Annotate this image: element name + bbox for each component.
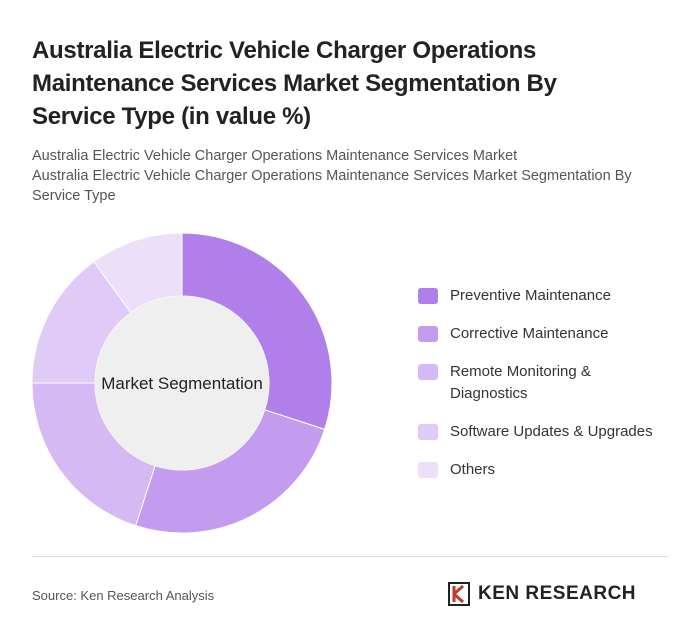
legend-swatch — [418, 326, 438, 342]
subtitle-line: Australia Electric Vehicle Charger Opera… — [32, 148, 518, 164]
legend-label: Others — [450, 461, 496, 478]
legend-item: Preventive Maintenance — [418, 285, 665, 307]
legend-swatch — [418, 462, 438, 478]
legend-label: Software Updates & Upgrades — [450, 423, 653, 440]
subtitle-line: Australia Electric Vehicle Charger Opera… — [32, 168, 632, 204]
legend-label: Remote Monitoring & Diagnostics — [450, 363, 591, 402]
brand: KEN RESEARCH — [448, 582, 636, 606]
donut-center — [95, 296, 269, 470]
chart-title: Australia Electric Vehicle Charger Opera… — [32, 37, 557, 130]
legend-swatch — [418, 424, 438, 440]
source: Source: Ken Research Analysis — [32, 588, 215, 603]
brand-name: KEN RESEARCH — [478, 583, 637, 604]
legend: Preventive Maintenance Corrective Mainten… — [418, 285, 665, 481]
legend-swatch — [418, 364, 438, 380]
brand-logo — [448, 582, 470, 606]
legend-item: Corrective Maintenance — [418, 323, 665, 345]
subtitle: Australia Electric Vehicle Charger Opera… — [32, 146, 672, 206]
legend-swatch — [418, 288, 438, 304]
legend-label: Preventive Maintenance — [450, 287, 611, 304]
donut-chart: Market Segmentation — [31, 232, 333, 534]
legend-item: Others — [418, 459, 665, 481]
legend-item: Software Updates & Upgrades — [418, 421, 665, 443]
legend-label: Corrective Maintenance — [450, 325, 609, 342]
divider — [32, 556, 668, 557]
legend-item: Remote Monitoring & Diagnostics — [418, 361, 665, 405]
center-label: Market Segmentation — [101, 374, 263, 393]
